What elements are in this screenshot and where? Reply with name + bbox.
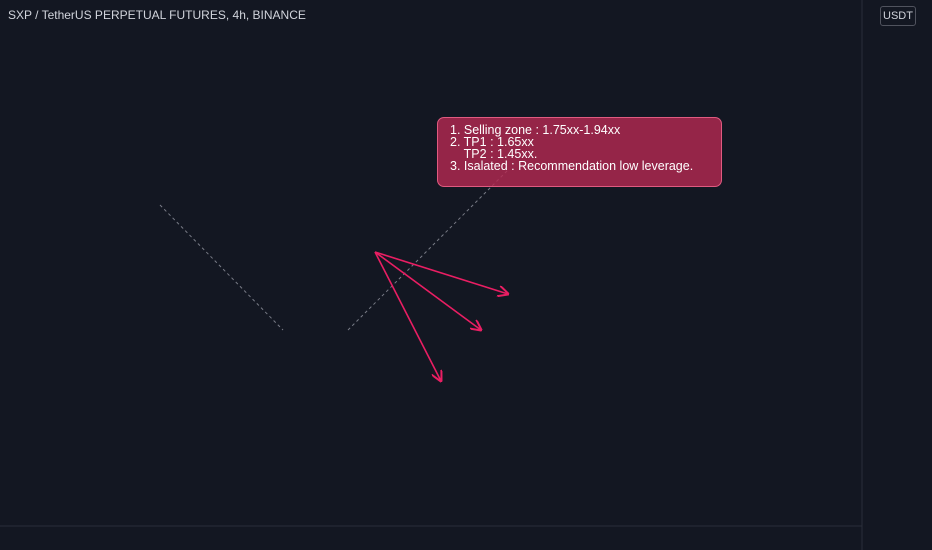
note-box: 1. Selling zone : 1.75xx-1.94xx 2. TP1 : … — [437, 117, 722, 187]
note-line: 1. Selling zone : 1.75xx-1.94xx — [450, 123, 621, 137]
symbol-title: SXP / TetherUS PERPETUAL FUTURES, 4h, BI… — [8, 8, 306, 22]
note-line: 3. Isalated : Recommendation low leverag… — [450, 159, 694, 173]
note-line: 2. TP1 : 1.65xx — [450, 135, 534, 149]
currency-button[interactable]: USDT — [880, 6, 916, 26]
trend-line — [347, 169, 509, 331]
trend-line — [159, 204, 284, 331]
arrow — [374, 251, 441, 381]
arrow — [374, 251, 481, 330]
note-line: TP2 : 1.45xx. — [450, 147, 538, 161]
arrow — [374, 251, 508, 294]
